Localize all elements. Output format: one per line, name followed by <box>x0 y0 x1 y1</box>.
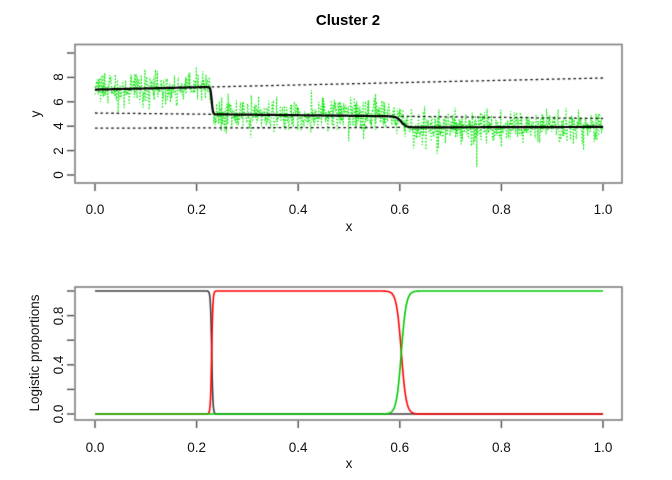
top-x-tick-label: 1.0 <box>593 202 613 217</box>
bottom-y-tick-label: 0.4 <box>51 355 66 375</box>
bottom-x-tick-label: 0.8 <box>492 440 511 455</box>
bottom-y-axis-label: Logistic proportions <box>27 294 42 412</box>
bottom-x-tick-label: 0.6 <box>390 440 410 455</box>
bottom-y-tick-label: 0.0 <box>51 404 66 424</box>
top-y-axis-label: y <box>28 110 43 118</box>
top-x-axis-label: x <box>345 219 353 234</box>
bottom-y-tick-label: 0.8 <box>51 306 66 325</box>
bottom-x-tick-label: 0.0 <box>85 440 105 455</box>
bottom-x-tick-label: 1.0 <box>593 440 613 455</box>
top-x-tick-label: 0.2 <box>187 202 206 217</box>
top-x-tick-label: 0.8 <box>492 202 511 217</box>
top-x-tick-label: 0.0 <box>85 202 105 217</box>
top-x-tick-label: 0.4 <box>288 202 308 217</box>
chart-title: Cluster 2 <box>315 12 381 29</box>
bottom-x-axis-label: x <box>345 456 353 471</box>
bottom-x-tick-label: 0.2 <box>187 440 206 455</box>
top-x-tick-label: 0.6 <box>390 202 410 217</box>
top-y-tick-label: 4 <box>51 122 66 130</box>
top-y-tick-label: 0 <box>51 171 66 179</box>
top-y-tick-label: 2 <box>51 146 66 155</box>
top-y-tick-label: 8 <box>51 73 66 82</box>
bottom-x-tick-label: 0.4 <box>288 440 308 455</box>
top-y-tick-label: 6 <box>51 98 66 106</box>
